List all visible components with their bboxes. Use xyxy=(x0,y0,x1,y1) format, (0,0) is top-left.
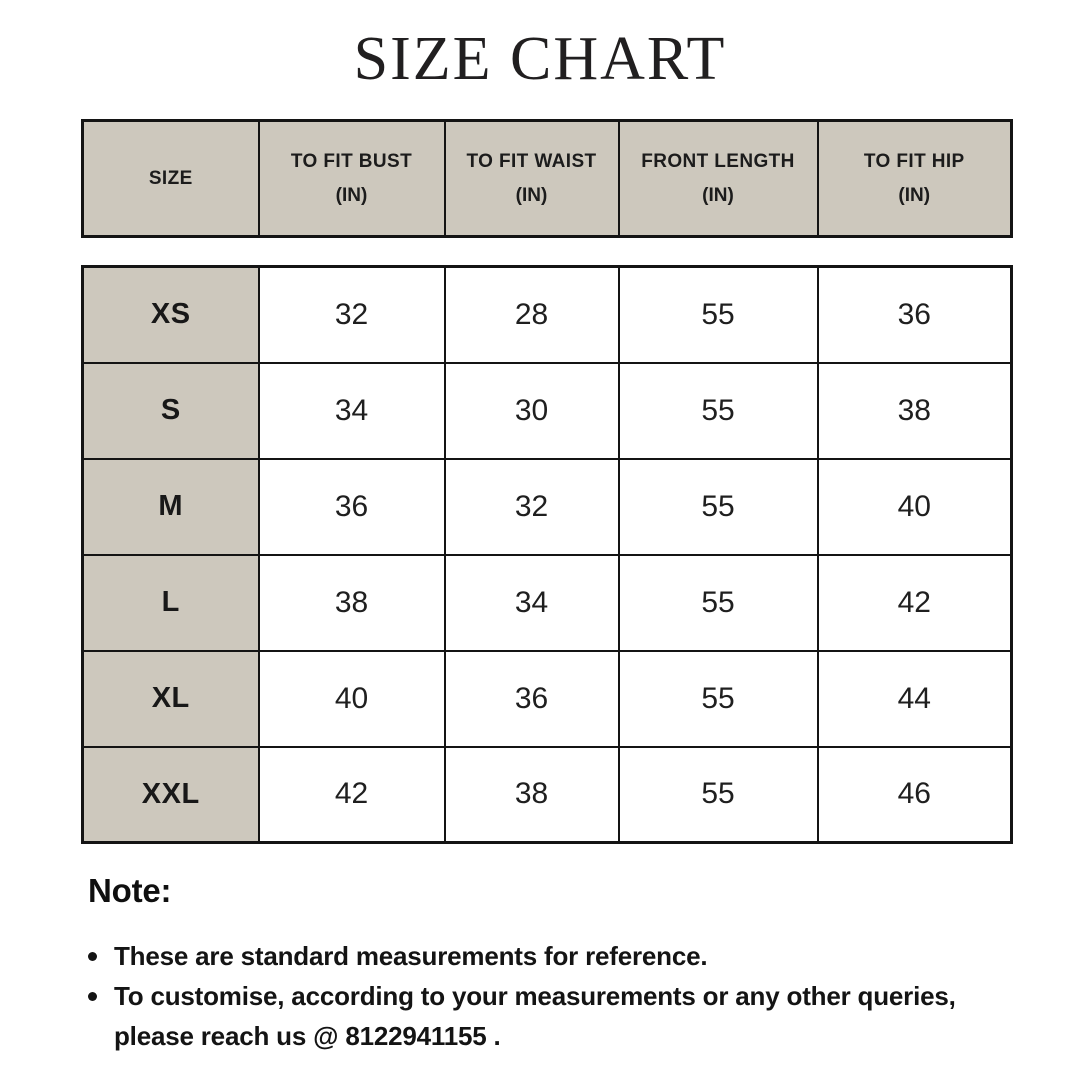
header-unit: (IN) xyxy=(515,184,548,206)
bust-cell: 40 xyxy=(257,649,446,748)
bust-cell: 36 xyxy=(257,457,446,556)
front-length-cell: 55 xyxy=(617,553,819,652)
table-row: L 38 34 55 42 xyxy=(81,553,1013,652)
header-cell-bust: TO FIT BUST (IN) xyxy=(257,119,446,238)
note-text: These are standard measurements for refe… xyxy=(114,941,708,971)
size-cell: S xyxy=(81,361,260,460)
waist-cell: 32 xyxy=(443,457,620,556)
page-title: SIZE CHART xyxy=(353,25,727,93)
waist-cell: 28 xyxy=(443,265,620,364)
waist-cell: 34 xyxy=(443,553,620,652)
size-cell: XXL xyxy=(81,745,260,844)
note-item: To customise, according to your measurem… xyxy=(88,976,1025,1056)
size-cell: XL xyxy=(81,649,260,748)
header-cell-waist: TO FIT WAIST (IN) xyxy=(443,119,620,238)
header-unit: (IN) xyxy=(898,184,931,206)
hip-cell: 36 xyxy=(816,265,1013,364)
bust-cell: 38 xyxy=(257,553,446,652)
bust-cell: 32 xyxy=(257,265,446,364)
note-text: To customise, according to your measurem… xyxy=(114,981,956,1051)
header-label: TO FIT BUST xyxy=(290,150,413,172)
bust-cell: 42 xyxy=(257,745,446,844)
front-length-cell: 55 xyxy=(617,265,819,364)
header-unit: (IN) xyxy=(702,184,734,206)
size-table-header: SIZE TO FIT BUST (IN) TO FIT WAIST (IN) … xyxy=(81,119,1013,238)
note-list: These are standard measurements for refe… xyxy=(88,936,1025,1056)
hip-cell: 46 xyxy=(816,745,1013,844)
header-unit: (IN) xyxy=(335,184,368,206)
size-cell: XS xyxy=(81,265,260,364)
header-label: SIZE xyxy=(148,167,193,189)
header-row: SIZE TO FIT BUST (IN) TO FIT WAIST (IN) … xyxy=(81,119,1013,238)
note-section: Note: These are standard measurements fo… xyxy=(88,872,1025,1056)
header-label: TO FIT HIP xyxy=(863,150,965,172)
table-row: S 34 30 55 38 xyxy=(81,361,1013,460)
front-length-cell: 55 xyxy=(617,457,819,556)
front-length-cell: 55 xyxy=(617,649,819,748)
size-table-body: XS 32 28 55 36 S 34 30 55 38 M 36 32 55 … xyxy=(81,265,1013,844)
table-row: XL 40 36 55 44 xyxy=(81,649,1013,748)
header-label: TO FIT WAIST xyxy=(466,150,597,172)
waist-cell: 36 xyxy=(443,649,620,748)
header-cell-hip: TO FIT HIP (IN) xyxy=(816,119,1013,238)
table-row: XS 32 28 55 36 xyxy=(81,265,1013,364)
table-row: XXL 42 38 55 46 xyxy=(81,745,1013,844)
waist-cell: 38 xyxy=(443,745,620,844)
header-cell-size: SIZE xyxy=(81,119,260,238)
hip-cell: 40 xyxy=(816,457,1013,556)
note-heading: Note: xyxy=(88,872,172,909)
note-item: These are standard measurements for refe… xyxy=(88,936,1025,976)
size-cell: L xyxy=(81,553,260,652)
hip-cell: 44 xyxy=(816,649,1013,748)
bust-cell: 34 xyxy=(257,361,446,460)
hip-cell: 42 xyxy=(816,553,1013,652)
header-cell-front-length: FRONT LENGTH (IN) xyxy=(617,119,819,238)
bullet-icon xyxy=(88,992,97,1001)
header-label: FRONT LENGTH xyxy=(641,150,795,172)
waist-cell: 30 xyxy=(443,361,620,460)
front-length-cell: 55 xyxy=(617,361,819,460)
bullet-icon xyxy=(88,952,97,961)
front-length-cell: 55 xyxy=(617,745,819,844)
size-cell: M xyxy=(81,457,260,556)
hip-cell: 38 xyxy=(816,361,1013,460)
table-row: M 36 32 55 40 xyxy=(81,457,1013,556)
